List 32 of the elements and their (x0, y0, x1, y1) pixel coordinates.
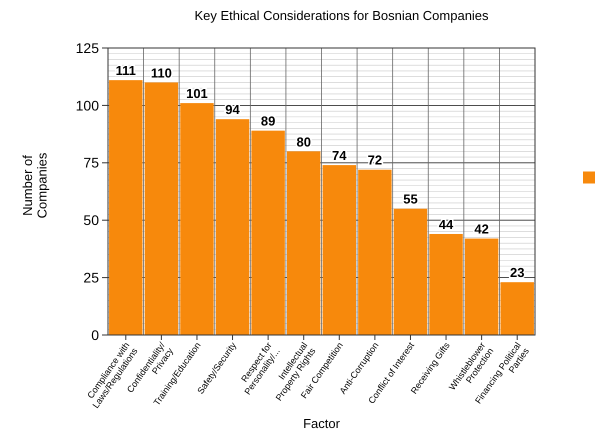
y-tick-label: 100 (76, 97, 100, 114)
data-label: 74 (332, 148, 348, 164)
data-label: 42 (474, 222, 489, 237)
x-axis-title: Factor (303, 416, 341, 431)
y-tick-label: 25 (83, 270, 100, 286)
data-label: 111 (116, 63, 136, 78)
bar (216, 119, 250, 335)
data-label: 89 (260, 114, 276, 129)
y-tick-label: 0 (91, 326, 100, 343)
bar (358, 170, 392, 335)
data-label: 44 (438, 216, 454, 232)
chart-title: Key Ethical Considerations for Bosnian Companies (194, 8, 490, 23)
bar (464, 238, 498, 335)
bar (144, 82, 178, 335)
y-axis-title: Number of Companies (20, 152, 50, 218)
bar (251, 130, 285, 335)
bar (394, 208, 428, 335)
data-label: 101 (186, 86, 208, 102)
data-label: 55 (403, 192, 418, 207)
bar (429, 234, 463, 335)
bar (286, 151, 320, 335)
bar (322, 165, 356, 335)
data-label: 110 (150, 65, 172, 80)
y-tick-label: 125 (76, 40, 100, 56)
bar (500, 282, 534, 335)
y-tick-label: 75 (83, 154, 100, 171)
data-label: 80 (296, 134, 311, 150)
y-tick-label: 50 (83, 212, 100, 228)
bar (180, 103, 214, 335)
data-label: 23 (510, 265, 524, 280)
bar (109, 80, 143, 335)
data-label: 94 (225, 102, 241, 118)
